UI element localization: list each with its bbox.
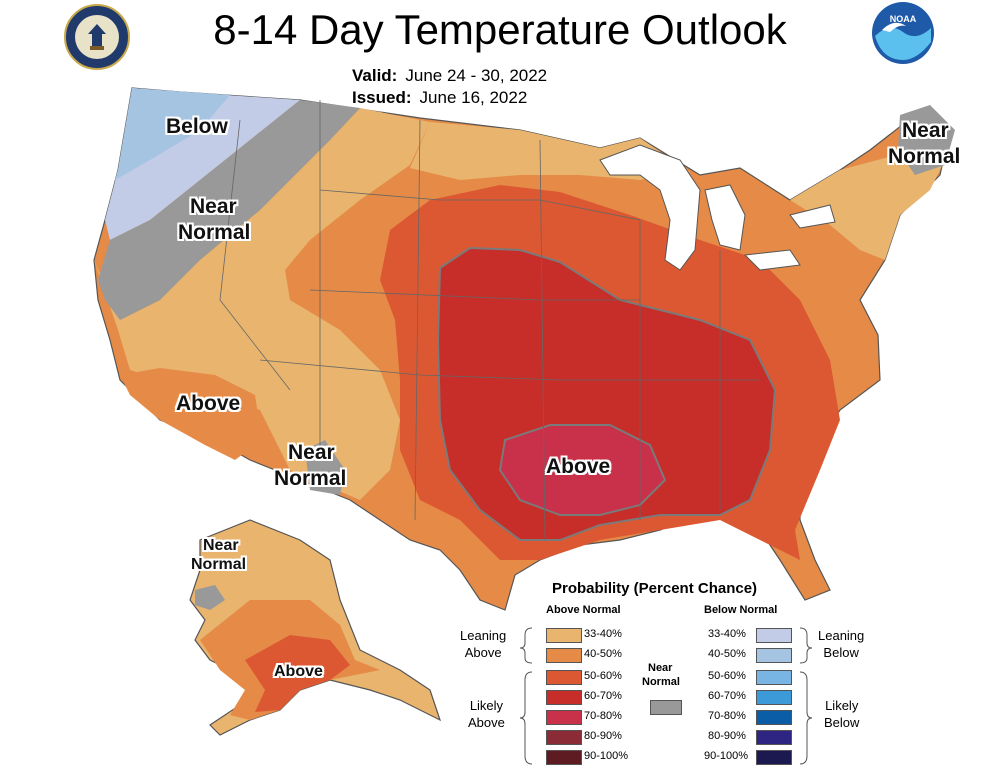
legend-below-swatch-6 bbox=[756, 730, 792, 745]
legend-above-swatch-2 bbox=[546, 648, 582, 663]
near-normal-ne bbox=[898, 105, 955, 175]
legend-likely-below-1: Likely bbox=[825, 698, 859, 713]
legend-likely-below: Likely Below bbox=[824, 698, 859, 732]
legend-above-swatch-3 bbox=[546, 670, 582, 685]
near-normal-sw bbox=[305, 440, 345, 495]
legend-leaning-above-2: Above bbox=[464, 644, 502, 660]
sw-above-label: Above bbox=[176, 392, 241, 415]
legend-leaning-below: Leaning Below bbox=[818, 628, 864, 662]
ak-above-label: Above bbox=[274, 663, 323, 680]
legend-below-swatch-4 bbox=[756, 690, 792, 705]
legend-likely-above-2: Above bbox=[468, 714, 505, 730]
nw-below-label: Below bbox=[166, 115, 228, 138]
legend-above-swatch-5 bbox=[546, 710, 582, 725]
legend-likely-below-2: Below bbox=[824, 714, 860, 730]
issued-value: June 16, 2022 bbox=[419, 88, 528, 107]
sw-near-label-1: Near bbox=[288, 441, 335, 464]
legend-near-label-2: Normal bbox=[642, 676, 680, 688]
legend-near-swatch bbox=[650, 700, 682, 715]
legend-below-header: Below Normal bbox=[704, 604, 778, 616]
legend-above-label-2: 40-50% bbox=[584, 648, 622, 660]
ne-near-label-1: Near bbox=[902, 119, 949, 142]
legend-above-swatch-6 bbox=[546, 730, 582, 745]
legend-likely-above-1: Likely bbox=[469, 698, 504, 713]
legend-below-label-4: 60-70% bbox=[708, 690, 746, 702]
alaska-near-normal bbox=[195, 585, 225, 610]
valid-line: Valid: June 24 - 30, 2022 bbox=[352, 66, 547, 86]
ak-near-label-1: Near bbox=[203, 537, 239, 554]
legend-leaning-above-1: Leaning bbox=[460, 628, 507, 643]
legend-above-label-6: 80-90% bbox=[584, 730, 622, 742]
noaa-logo-text: NOAA bbox=[890, 14, 917, 24]
nw-near-label-1: Near bbox=[190, 195, 237, 218]
above-sw bbox=[120, 368, 262, 460]
sw-near-label-2: Normal bbox=[274, 467, 347, 490]
legend-below-swatch-3 bbox=[756, 670, 792, 685]
ak-near-label-2: Normal bbox=[191, 556, 247, 573]
legend-above-label-1: 33-40% bbox=[584, 628, 622, 640]
issued-label: Issued: bbox=[352, 88, 412, 107]
state-boundaries bbox=[219, 100, 760, 541]
legend-below-swatch-7 bbox=[756, 750, 792, 765]
legend-below-label-5: 70-80% bbox=[708, 710, 746, 722]
legend-above-label-4: 60-70% bbox=[584, 690, 622, 702]
department-of-commerce-seal-icon bbox=[64, 4, 130, 70]
legend-below-swatch-5 bbox=[756, 710, 792, 725]
legend-below-swatch-1 bbox=[756, 628, 792, 643]
great-lakes bbox=[599, 144, 836, 271]
legend-above-label-7: 90-100% bbox=[584, 750, 629, 762]
legend-below-label-6: 80-90% bbox=[708, 730, 746, 742]
legend-leaning-above: Leaning Above bbox=[460, 628, 506, 662]
legend-below-label-3: 50-60% bbox=[708, 670, 746, 682]
legend-above-header: Above Normal bbox=[546, 604, 621, 616]
legend-likely-above: Likely Above bbox=[468, 698, 505, 732]
legend-above-label-3: 50-60% bbox=[584, 670, 622, 682]
leaning-above-ne bbox=[790, 150, 945, 260]
legend-title: Probability (Percent Chance) bbox=[552, 580, 758, 597]
legend-above-swatch-4 bbox=[546, 690, 582, 705]
legend-above-swatch-1 bbox=[546, 628, 582, 643]
legend-below-swatch-2 bbox=[756, 648, 792, 663]
legend-above-swatch-7 bbox=[546, 750, 582, 765]
noaa-logo-icon: NOAA bbox=[872, 2, 934, 64]
below-nw-inner bbox=[115, 88, 230, 180]
legend-below-label-1: 33-40% bbox=[708, 628, 746, 640]
near-normal-nw bbox=[98, 100, 360, 320]
leaning-above-west bbox=[94, 108, 430, 500]
legend-near-label-1: Near bbox=[648, 662, 673, 674]
legend-below-label-2: 40-50% bbox=[708, 648, 746, 660]
legend-below-label-7: 90-100% bbox=[704, 750, 749, 762]
valid-label: Valid: bbox=[352, 66, 398, 85]
south-above-label: Above bbox=[546, 455, 611, 478]
ne-near-label-2: Normal bbox=[888, 145, 961, 168]
page-title: 8-14 Day Temperature Outlook bbox=[213, 6, 787, 53]
issued-line: Issued: June 16, 2022 bbox=[352, 88, 527, 108]
nw-near-label-2: Normal bbox=[178, 221, 251, 244]
valid-value: June 24 - 30, 2022 bbox=[405, 66, 548, 85]
legend-leaning-below-2: Below bbox=[823, 644, 859, 660]
legend-leaning-below-1: Leaning bbox=[818, 628, 865, 643]
legend-above-label-5: 70-80% bbox=[584, 710, 622, 722]
alaska-50-60 bbox=[245, 635, 350, 712]
